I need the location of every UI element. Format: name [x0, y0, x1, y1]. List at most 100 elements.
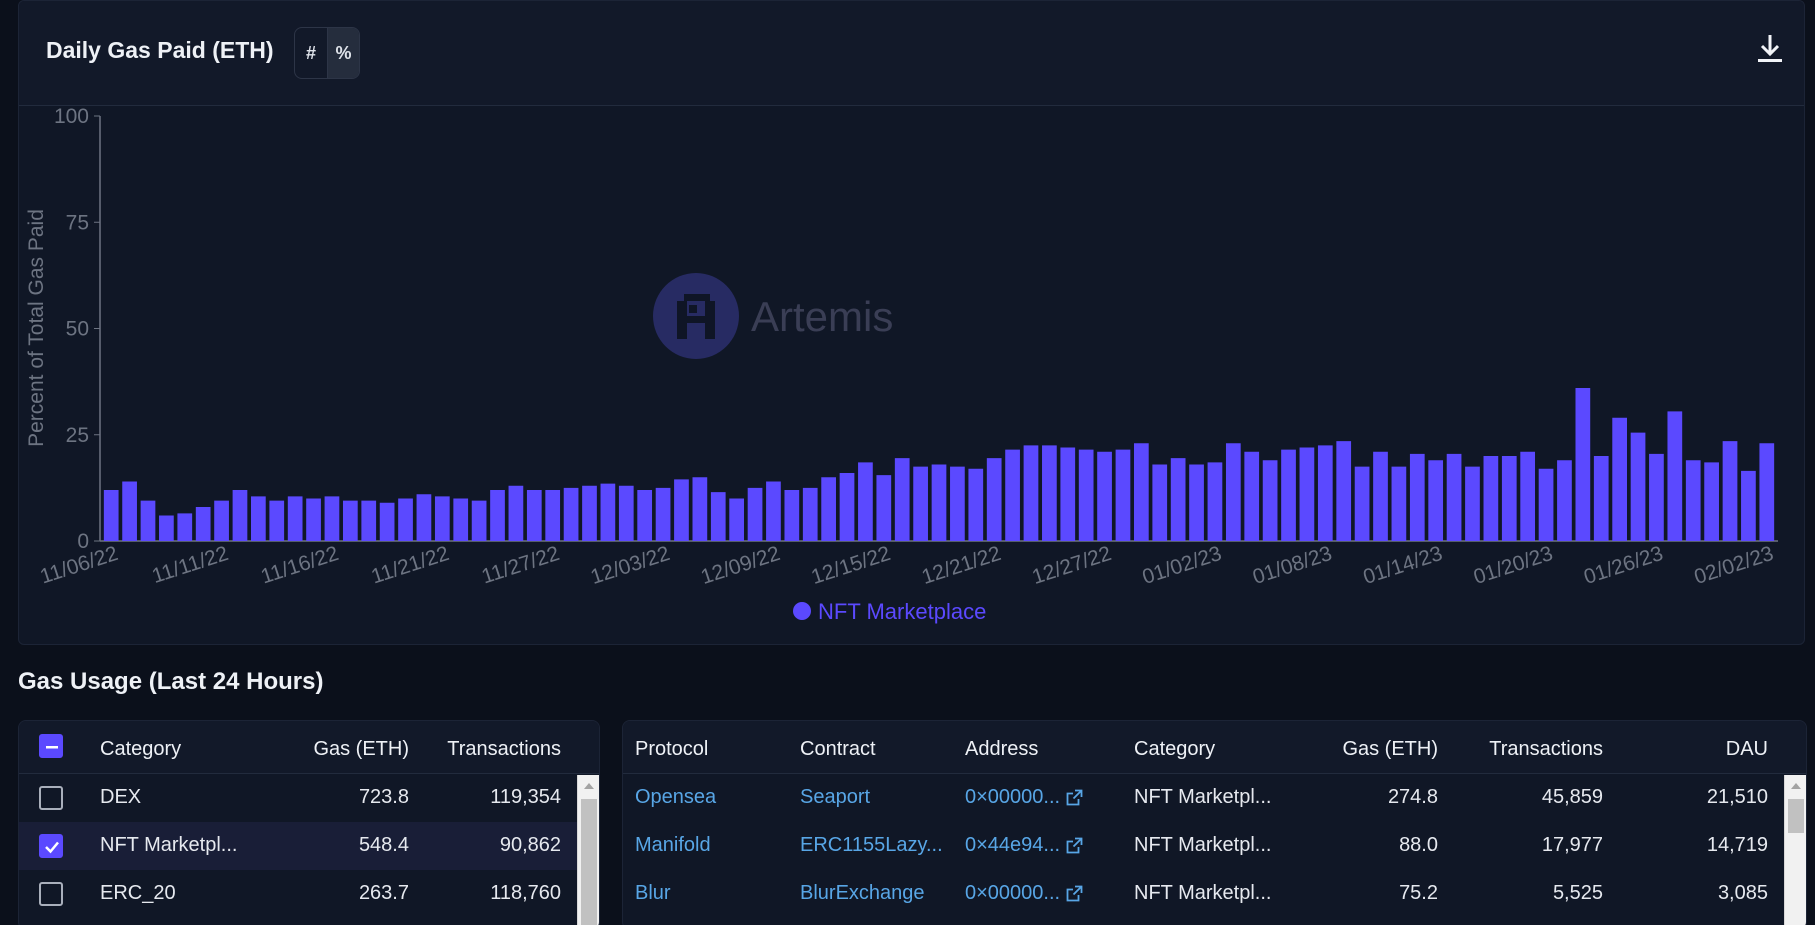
legend[interactable]: NFT Marketplace [793, 599, 986, 624]
bar[interactable] [1446, 453, 1462, 542]
bar[interactable] [1428, 460, 1444, 541]
col-gas[interactable]: Gas (ETH) [1342, 738, 1438, 760]
bar[interactable] [287, 496, 303, 542]
row-contract[interactable]: ERC1155Lazy... [800, 834, 943, 856]
row-checkbox[interactable] [39, 786, 63, 810]
bar[interactable] [1152, 464, 1168, 542]
bar[interactable] [1225, 443, 1241, 541]
bar[interactable] [1557, 460, 1572, 541]
bar[interactable] [379, 502, 395, 541]
bar[interactable] [398, 498, 413, 542]
bar[interactable] [802, 487, 818, 542]
external-link-icon[interactable] [1066, 837, 1083, 860]
bar[interactable] [1409, 453, 1425, 542]
bar[interactable] [1317, 445, 1333, 542]
bar[interactable] [1501, 456, 1517, 541]
table-row[interactable]: Blur BlurExchange 0×00000... NFT Marketp… [623, 870, 1806, 918]
bar[interactable] [1354, 466, 1370, 542]
bar[interactable] [1391, 466, 1407, 542]
bar[interactable] [1042, 445, 1057, 542]
bar[interactable] [766, 481, 781, 542]
bar[interactable] [1630, 432, 1646, 542]
external-link-icon[interactable] [1066, 789, 1083, 812]
bar[interactable] [1741, 470, 1756, 542]
bar[interactable] [1060, 447, 1076, 542]
bar[interactable] [195, 507, 211, 541]
scroll-up-arrow-icon[interactable] [578, 775, 599, 797]
bar[interactable] [950, 466, 965, 542]
bar[interactable] [692, 477, 708, 541]
bar[interactable] [858, 462, 873, 542]
table-row[interactable]: NFT Marketpl... 548.4 90,862 [19, 822, 599, 870]
bar[interactable] [986, 458, 1002, 542]
row-protocol[interactable]: Blur [635, 882, 671, 904]
bar[interactable] [1005, 449, 1020, 542]
row-protocol[interactable]: Manifold [635, 834, 711, 856]
bar[interactable] [600, 483, 616, 542]
bar[interactable] [140, 500, 156, 542]
bar[interactable] [1649, 453, 1664, 542]
bar[interactable] [1520, 451, 1536, 541]
bar[interactable] [251, 496, 266, 542]
bar[interactable] [674, 479, 689, 542]
bar[interactable] [342, 500, 358, 542]
bar[interactable] [1373, 451, 1388, 541]
col-transactions[interactable]: Transactions [447, 738, 561, 760]
bar[interactable] [434, 496, 450, 542]
bar[interactable] [361, 500, 377, 542]
scroll-up-arrow-icon[interactable] [1785, 775, 1806, 797]
bar[interactable] [821, 477, 836, 541]
col-protocol[interactable]: Protocol [635, 738, 709, 760]
bar[interactable] [1722, 441, 1738, 542]
bar[interactable] [1262, 460, 1278, 541]
bar[interactable] [894, 458, 910, 542]
bar[interactable] [453, 498, 469, 542]
bar[interactable] [931, 464, 947, 542]
bar[interactable] [159, 515, 174, 542]
row-address[interactable]: 0×00000... [965, 786, 1083, 812]
external-link-icon[interactable] [1066, 885, 1083, 908]
bar[interactable] [1170, 458, 1186, 542]
table-row[interactable]: DEX 723.8 119,354 [19, 774, 599, 822]
bar[interactable] [1612, 417, 1627, 541]
bar[interactable] [490, 490, 505, 541]
bar[interactable] [1759, 443, 1775, 541]
row-checkbox[interactable] [39, 882, 63, 906]
table-row[interactable]: Manifold ERC1155Lazy... 0×44e94... NFT M… [623, 822, 1806, 870]
bar[interactable] [122, 481, 137, 542]
row-protocol[interactable]: Opensea [635, 786, 717, 808]
bar[interactable] [214, 500, 229, 542]
bar[interactable] [526, 490, 542, 541]
bar[interactable] [1465, 466, 1480, 542]
bar[interactable] [710, 492, 726, 542]
col-category[interactable]: Category [100, 738, 182, 760]
col-gas[interactable]: Gas (ETH) [313, 738, 409, 760]
bar[interactable] [1685, 460, 1701, 541]
bar[interactable] [1299, 447, 1315, 542]
bar[interactable] [582, 485, 597, 541]
bar[interactable] [306, 498, 321, 542]
bar[interactable] [1133, 443, 1149, 541]
bar[interactable] [968, 468, 984, 541]
bar[interactable] [563, 487, 579, 542]
bar[interactable] [1575, 388, 1591, 541]
col-address[interactable]: Address [965, 738, 1039, 760]
table-row[interactable]: ERC_20 263.7 118,760 [19, 870, 599, 918]
bar[interactable] [1667, 411, 1683, 542]
bar[interactable] [876, 475, 892, 542]
bar[interactable] [324, 496, 340, 542]
bar[interactable] [103, 490, 119, 541]
bar[interactable] [1281, 449, 1296, 542]
col-contract[interactable]: Contract [800, 738, 876, 760]
bar[interactable] [1483, 456, 1499, 541]
col-transactions[interactable]: Transactions [1489, 738, 1603, 760]
bar[interactable] [1538, 468, 1554, 541]
bar[interactable] [1244, 451, 1260, 541]
bar[interactable] [508, 485, 524, 541]
absolute-mode-button[interactable]: # [305, 42, 316, 63]
bar[interactable] [1207, 462, 1223, 542]
bar[interactable] [1097, 451, 1112, 541]
bar[interactable] [729, 498, 745, 542]
scroll-thumb[interactable] [1788, 799, 1804, 833]
bar[interactable] [1115, 449, 1131, 542]
